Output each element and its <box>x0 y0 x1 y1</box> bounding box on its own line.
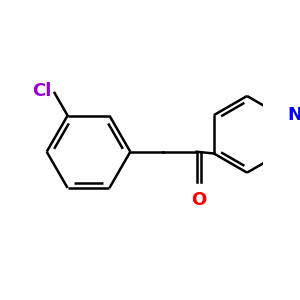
Text: Cl: Cl <box>32 82 51 100</box>
Text: O: O <box>190 191 206 209</box>
Text: N: N <box>287 106 300 124</box>
